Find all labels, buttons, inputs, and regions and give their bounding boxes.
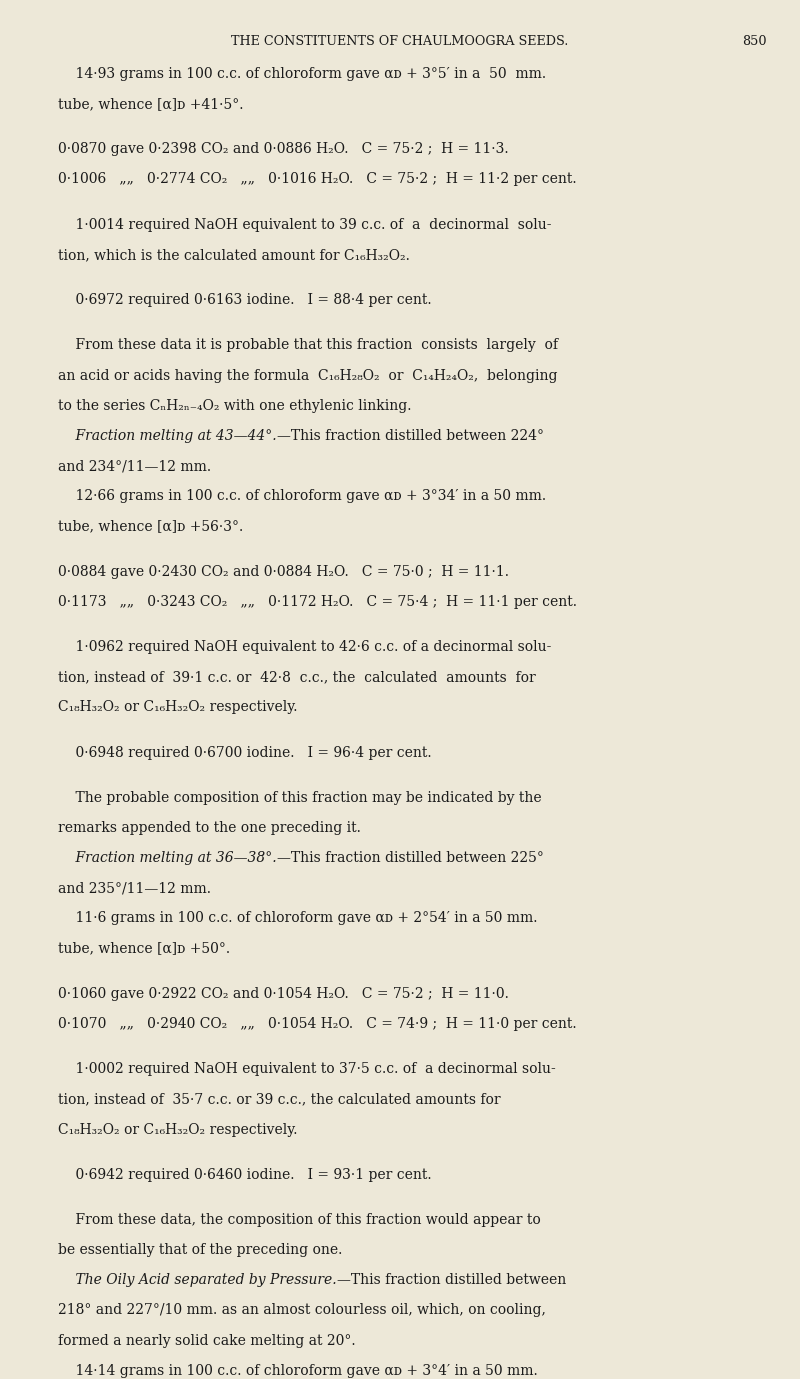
Text: 0·0884 gave 0·2430 CO₂ and 0·0884 H₂O.   C = 75·0 ;  H = 11·1.: 0·0884 gave 0·2430 CO₂ and 0·0884 H₂O. C…: [58, 564, 510, 579]
Text: and 235°/11—12 mm.: and 235°/11—12 mm.: [58, 881, 211, 895]
Text: 14·93 grams in 100 c.c. of chloroform gave αᴅ + 3°5′ in a  50  mm.: 14·93 grams in 100 c.c. of chloroform ga…: [58, 66, 546, 81]
Text: formed a nearly solid cake melting at 20°.: formed a nearly solid cake melting at 20…: [58, 1333, 356, 1347]
Text: 1·0962 required NaOH equivalent to 42·6 c.c. of a decinormal solu-: 1·0962 required NaOH equivalent to 42·6 …: [58, 640, 552, 654]
Text: 1·0002 required NaOH equivalent to 37·5 c.c. of  a decinormal solu-: 1·0002 required NaOH equivalent to 37·5 …: [58, 1062, 556, 1076]
Text: an acid or acids having the formula  C₁₆H₂₈O₂  or  C₁₄H₂₄O₂,  belonging: an acid or acids having the formula C₁₆H…: [58, 368, 558, 382]
Text: remarks appended to the one preceding it.: remarks appended to the one preceding it…: [58, 821, 362, 836]
Text: Fraction melting at 36—38°.: Fraction melting at 36—38°.: [58, 851, 277, 865]
Text: tion, instead of  39·1 c.c. or  42·8  c.c., the  calculated  amounts  for: tion, instead of 39·1 c.c. or 42·8 c.c.,…: [58, 670, 536, 684]
Text: 850: 850: [742, 34, 766, 48]
Text: be essentially that of the preceding one.: be essentially that of the preceding one…: [58, 1244, 342, 1258]
Text: tion, instead of  35·7 c.c. or 39 c.c., the calculated amounts for: tion, instead of 35·7 c.c. or 39 c.c., t…: [58, 1092, 501, 1106]
Text: 0·6972 required 0·6163 iodine.   I = 88·4 per cent.: 0·6972 required 0·6163 iodine. I = 88·4 …: [58, 294, 432, 308]
Text: C₁₈H₃₂O₂ or C₁₆H₃₂O₂ respectively.: C₁₈H₃₂O₂ or C₁₆H₃₂O₂ respectively.: [58, 1123, 298, 1136]
Text: —This fraction distilled between: —This fraction distilled between: [337, 1273, 566, 1288]
Text: 0·6942 required 0·6460 iodine.   I = 93·1 per cent.: 0·6942 required 0·6460 iodine. I = 93·1 …: [58, 1168, 432, 1182]
Text: The Oily Acid separated by Pressure.: The Oily Acid separated by Pressure.: [58, 1273, 337, 1288]
Text: —This fraction distilled between 225°: —This fraction distilled between 225°: [277, 851, 544, 865]
Text: From these data it is probable that this fraction  consists  largely  of: From these data it is probable that this…: [58, 338, 558, 353]
Text: 0·6948 required 0·6700 iodine.   I = 96·4 per cent.: 0·6948 required 0·6700 iodine. I = 96·4 …: [58, 746, 432, 760]
Text: 0·1173   „„   0·3243 CO₂   „„   0·1172 H₂O.   C = 75·4 ;  H = 11·1 per cent.: 0·1173 „„ 0·3243 CO₂ „„ 0·1172 H₂O. C = …: [58, 594, 578, 608]
Text: 0·1060 gave 0·2922 CO₂ and 0·1054 H₂O.   C = 75·2 ;  H = 11·0.: 0·1060 gave 0·2922 CO₂ and 0·1054 H₂O. C…: [58, 987, 510, 1001]
Text: 218° and 227°/10 mm. as an almost colourless oil, which, on cooling,: 218° and 227°/10 mm. as an almost colour…: [58, 1303, 546, 1317]
Text: Fraction melting at 43—44°.: Fraction melting at 43—44°.: [58, 429, 277, 443]
Text: C₁₈H₃₂O₂ or C₁₆H₃₂O₂ respectively.: C₁₈H₃₂O₂ or C₁₆H₃₂O₂ respectively.: [58, 701, 298, 714]
Text: and 234°/11—12 mm.: and 234°/11—12 mm.: [58, 459, 211, 473]
Text: 1·0014 required NaOH equivalent to 39 c.c. of  a  decinormal  solu-: 1·0014 required NaOH equivalent to 39 c.…: [58, 218, 552, 232]
Text: tube, whence [α]ᴅ +41·5°.: tube, whence [α]ᴅ +41·5°.: [58, 97, 244, 112]
Text: 0·1070   „„   0·2940 CO₂   „„   0·1054 H₂O.   C = 74·9 ;  H = 11·0 per cent.: 0·1070 „„ 0·2940 CO₂ „„ 0·1054 H₂O. C = …: [58, 1016, 577, 1031]
Text: tube, whence [α]ᴅ +50°.: tube, whence [α]ᴅ +50°.: [58, 942, 230, 956]
Text: 0·0870 gave 0·2398 CO₂ and 0·0886 H₂O.   C = 75·2 ;  H = 11·3.: 0·0870 gave 0·2398 CO₂ and 0·0886 H₂O. C…: [58, 142, 509, 156]
Text: tube, whence [α]ᴅ +56·3°.: tube, whence [α]ᴅ +56·3°.: [58, 520, 244, 534]
Text: The probable composition of this fraction may be indicated by the: The probable composition of this fractio…: [58, 792, 542, 805]
Text: —This fraction distilled between 224°: —This fraction distilled between 224°: [277, 429, 544, 443]
Text: From these data, the composition of this fraction would appear to: From these data, the composition of this…: [58, 1214, 541, 1227]
Text: 14·14 grams in 100 c.c. of chloroform gave αᴅ + 3°4′ in a 50 mm.: 14·14 grams in 100 c.c. of chloroform ga…: [58, 1364, 538, 1378]
Text: THE CONSTITUENTS OF CHAULMOOGRA SEEDS.: THE CONSTITUENTS OF CHAULMOOGRA SEEDS.: [231, 34, 569, 48]
Text: to the series CₙH₂ₙ₋₄O₂ with one ethylenic linking.: to the series CₙH₂ₙ₋₄O₂ with one ethylen…: [58, 399, 412, 412]
Text: 0·1006   „„   0·2774 CO₂   „„   0·1016 H₂O.   C = 75·2 ;  H = 11·2 per cent.: 0·1006 „„ 0·2774 CO₂ „„ 0·1016 H₂O. C = …: [58, 172, 577, 186]
Text: 12·66 grams in 100 c.c. of chloroform gave αᴅ + 3°34′ in a 50 mm.: 12·66 grams in 100 c.c. of chloroform ga…: [58, 490, 546, 503]
Text: 11·6 grams in 100 c.c. of chloroform gave αᴅ + 2°54′ in a 50 mm.: 11·6 grams in 100 c.c. of chloroform gav…: [58, 912, 538, 925]
Text: tion, which is the calculated amount for C₁₆H₃₂O₂.: tion, which is the calculated amount for…: [58, 248, 410, 262]
